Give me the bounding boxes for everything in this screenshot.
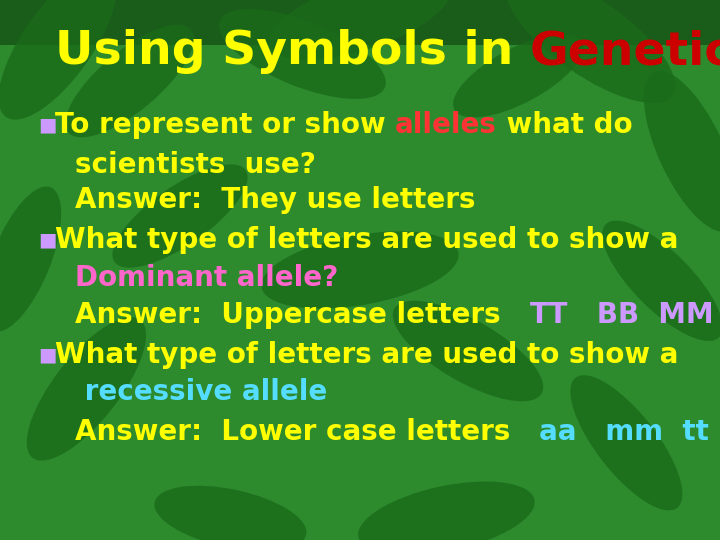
Text: TT: TT [529,301,568,329]
Ellipse shape [453,34,584,117]
Text: What type of letters are used to show a: What type of letters are used to show a [55,341,678,369]
Ellipse shape [393,301,543,401]
Ellipse shape [66,25,194,137]
Text: Answer:  Uppercase letters: Answer: Uppercase letters [75,301,529,329]
Text: ■: ■ [38,231,56,249]
Text: ■: ■ [38,116,56,134]
Ellipse shape [505,0,675,103]
Text: scientists  use?: scientists use? [75,151,316,179]
Ellipse shape [0,186,61,332]
Text: What type of letters are used to show a: What type of letters are used to show a [55,226,678,254]
Ellipse shape [0,0,117,119]
Text: recessive allele: recessive allele [75,378,328,406]
Bar [0,0,720,45]
Ellipse shape [219,9,386,99]
Text: Answer:  They use letters: Answer: They use letters [75,186,475,214]
Ellipse shape [358,482,535,540]
Text: alleles: alleles [395,111,497,139]
Ellipse shape [602,221,720,341]
Text: To represent or show: To represent or show [55,111,395,139]
Ellipse shape [112,164,248,268]
Text: BB  MM: BB MM [568,301,714,329]
Text: aa   mm  tt: aa mm tt [539,418,709,446]
Text: what do: what do [497,111,633,139]
Ellipse shape [154,486,307,540]
Ellipse shape [570,375,683,510]
Text: ■: ■ [38,346,56,365]
Ellipse shape [261,232,459,308]
Text: Dominant allele?: Dominant allele? [75,264,338,292]
Ellipse shape [269,0,451,60]
Text: Answer:  Lower case letters: Answer: Lower case letters [75,418,539,446]
Ellipse shape [644,71,720,232]
Text: Using Symbols in: Using Symbols in [55,30,530,75]
Ellipse shape [27,317,146,461]
Text: Genetics: Genetics [530,30,720,75]
